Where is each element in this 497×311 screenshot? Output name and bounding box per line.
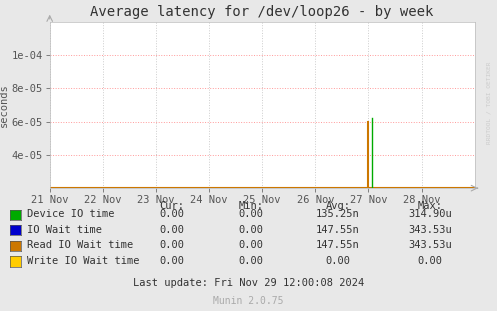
Text: 0.00: 0.00	[417, 256, 442, 266]
Text: 0.00: 0.00	[239, 240, 263, 250]
Text: 0.00: 0.00	[326, 256, 350, 266]
Text: 147.55n: 147.55n	[316, 240, 360, 250]
Text: Cur:: Cur:	[159, 201, 184, 211]
Text: 0.00: 0.00	[239, 225, 263, 235]
Text: Write IO Wait time: Write IO Wait time	[27, 256, 140, 266]
Y-axis label: seconds: seconds	[0, 83, 9, 127]
Text: 0.00: 0.00	[159, 256, 184, 266]
Text: 314.90u: 314.90u	[408, 209, 452, 219]
Text: Avg:: Avg:	[326, 201, 350, 211]
Text: 147.55n: 147.55n	[316, 225, 360, 235]
Title: Average latency for /dev/loop26 - by week: Average latency for /dev/loop26 - by wee…	[90, 5, 434, 19]
Text: Max:: Max:	[417, 201, 442, 211]
Text: Last update: Fri Nov 29 12:00:08 2024: Last update: Fri Nov 29 12:00:08 2024	[133, 278, 364, 288]
Text: RRDTOOL / TOBI OETIKER: RRDTOOL / TOBI OETIKER	[486, 61, 491, 144]
Text: 0.00: 0.00	[159, 240, 184, 250]
Text: 343.53u: 343.53u	[408, 225, 452, 235]
Text: Device IO time: Device IO time	[27, 209, 115, 219]
Text: Read IO Wait time: Read IO Wait time	[27, 240, 134, 250]
Text: IO Wait time: IO Wait time	[27, 225, 102, 235]
Text: Min:: Min:	[239, 201, 263, 211]
Text: 0.00: 0.00	[159, 209, 184, 219]
Text: 0.00: 0.00	[239, 256, 263, 266]
Text: Munin 2.0.75: Munin 2.0.75	[213, 296, 284, 306]
Text: 0.00: 0.00	[239, 209, 263, 219]
Text: 135.25n: 135.25n	[316, 209, 360, 219]
Text: 343.53u: 343.53u	[408, 240, 452, 250]
Text: 0.00: 0.00	[159, 225, 184, 235]
